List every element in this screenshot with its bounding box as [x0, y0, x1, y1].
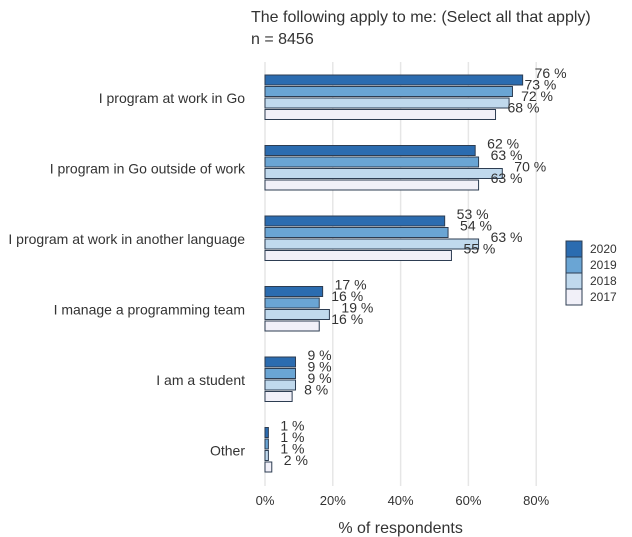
value-label: 8 %: [304, 382, 328, 398]
bar: [264, 461, 273, 473]
value-label: 1 %: [280, 441, 304, 457]
category-labels: I program at work in Go I program in Go o…: [8, 90, 246, 459]
bar: [264, 368, 297, 379]
bar: [264, 286, 324, 297]
bar: [264, 450, 269, 461]
value-label: 54 %: [460, 218, 492, 234]
value-label: 62 %: [487, 136, 519, 152]
value-label: 1 %: [280, 418, 304, 434]
bar: [264, 356, 297, 368]
bar: [264, 227, 449, 238]
value-label: 68 %: [508, 100, 540, 116]
bar: [264, 391, 293, 402]
bar: [264, 109, 497, 120]
bar: [264, 427, 269, 438]
value-label: 70 %: [514, 159, 546, 175]
category-label: I program in Go outside of work: [50, 161, 246, 177]
bar: [264, 179, 480, 191]
chart-subtitle: n = 8456: [251, 31, 314, 48]
value-label: 17 %: [335, 277, 367, 293]
x-tick-label: 40%: [388, 493, 414, 508]
value-label: 72 %: [521, 88, 553, 104]
value-label: 55 %: [463, 241, 495, 257]
value-label: 63 %: [491, 147, 523, 163]
category-label: I program at work in Go: [99, 90, 245, 106]
legend-label: 2017: [590, 290, 617, 304]
legend-label: 2019: [590, 258, 617, 272]
bar: [264, 215, 446, 227]
chart-title: The following apply to me: (Select all t…: [251, 9, 591, 26]
x-tick-label: 20%: [320, 493, 346, 508]
bar: [264, 156, 480, 168]
category-label: I am a student: [156, 372, 245, 388]
value-label: 19 %: [341, 300, 373, 316]
value-label: 76 %: [535, 65, 567, 81]
legend-swatch: [565, 272, 583, 290]
category-label: I manage a programming team: [54, 302, 245, 318]
x-axis-title: % of respondents: [338, 520, 463, 537]
bar: [264, 168, 503, 179]
bar: [264, 86, 513, 97]
x-tick-label: 0%: [256, 493, 275, 508]
bar: [264, 320, 320, 332]
category-label: Other: [210, 443, 245, 459]
bar: [264, 145, 476, 156]
value-label: 63 %: [491, 170, 523, 186]
legend-swatch: [565, 256, 583, 274]
value-label: 53 %: [457, 206, 489, 222]
value-label: 2 %: [284, 452, 308, 468]
x-axis-ticks: 0% 20% 40% 60% 80%: [256, 493, 550, 508]
x-tick-label: 80%: [523, 493, 549, 508]
bar: [264, 379, 297, 391]
value-label: 9 %: [308, 359, 332, 375]
x-tick-label: 60%: [455, 493, 481, 508]
bar: [264, 297, 320, 309]
bar: [264, 74, 524, 86]
category-label: I program at work in another language: [8, 231, 245, 247]
bars: [264, 74, 524, 473]
value-labels: 76 %73 %72 %68 %62 %63 %70 %63 %53 %54 %…: [280, 65, 566, 468]
value-label: 16 %: [331, 288, 363, 304]
value-label: 1 %: [280, 429, 304, 445]
value-label: 63 %: [491, 229, 523, 245]
legend-label: 2020: [590, 242, 617, 256]
legend-swatch: [565, 240, 583, 258]
value-label: 73 %: [524, 77, 556, 93]
bar: [264, 97, 510, 109]
legend: 2020 2019 2018 2017: [565, 240, 617, 306]
value-label: 16 %: [331, 311, 363, 327]
legend-label: 2018: [590, 274, 617, 288]
gridlines: [264, 62, 537, 486]
legend-swatch: [565, 288, 583, 306]
bar: [264, 309, 330, 320]
bar: [264, 438, 269, 450]
value-label: 9 %: [308, 347, 332, 363]
value-label: 9 %: [308, 370, 332, 386]
bar: [264, 238, 480, 250]
bar: [264, 250, 452, 261]
